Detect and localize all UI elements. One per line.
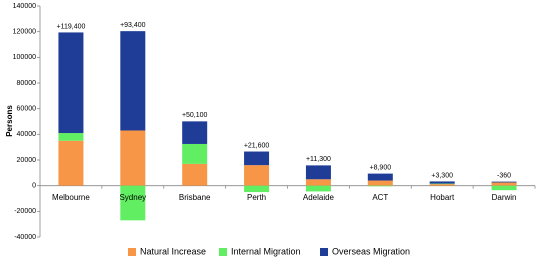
x-tick-label: Perth xyxy=(247,193,266,202)
y-tick-label: 120000 xyxy=(13,29,36,36)
x-tick-label: Darwin xyxy=(492,193,517,202)
total-label: +93,400 xyxy=(120,22,146,29)
y-tick-label: 60000 xyxy=(17,106,37,113)
legend-label: Internal Migration xyxy=(231,246,301,256)
bar-segment xyxy=(120,130,146,186)
bar-segment xyxy=(305,185,331,192)
bar-segment xyxy=(58,133,84,141)
bar-segment xyxy=(429,183,455,185)
total-label: +3,300 xyxy=(431,172,453,179)
legend-swatch xyxy=(128,248,136,256)
x-tick-label: Adelaide xyxy=(303,193,335,202)
bar-segment xyxy=(244,185,270,193)
bar-segment xyxy=(305,179,331,186)
bar-segment xyxy=(367,180,393,186)
bar-segment xyxy=(305,165,331,180)
bar-segment xyxy=(244,151,270,166)
y-tick-label: 20000 xyxy=(17,157,37,164)
legend-label: Overseas Migration xyxy=(332,246,410,256)
total-label: +119,400 xyxy=(57,23,86,30)
bar-segment xyxy=(182,121,208,144)
bar-segment xyxy=(491,181,517,183)
legend-swatch xyxy=(320,248,328,256)
y-tick-label: 140000 xyxy=(13,3,36,10)
y-tick-label: 80000 xyxy=(17,80,37,87)
x-tick-label: Sydney xyxy=(119,193,146,202)
bar-segment xyxy=(429,181,455,184)
bar-segment xyxy=(491,182,517,186)
bar-segment xyxy=(244,165,270,186)
y-axis-label: Persons xyxy=(5,105,14,137)
y-tick-label: 100000 xyxy=(13,54,36,61)
y-tick-label: -20000 xyxy=(14,208,36,215)
x-tick-label: Brisbane xyxy=(179,193,211,202)
bar-segment xyxy=(429,184,455,186)
legend-label: Natural Increase xyxy=(140,246,206,256)
x-tick-label: Hobart xyxy=(430,193,455,202)
total-label: -360 xyxy=(497,172,511,179)
x-tick-label: ACT xyxy=(372,193,388,202)
bar-segment xyxy=(182,163,208,186)
total-label: +8,900 xyxy=(370,164,392,171)
bar-segment xyxy=(367,185,393,187)
bar-segment xyxy=(120,31,146,131)
y-tick-label: 0 xyxy=(32,183,36,190)
legend-swatch xyxy=(219,248,227,256)
y-tick-label: 40000 xyxy=(17,131,37,138)
bar-segment xyxy=(182,143,208,164)
y-tick-label: -40000 xyxy=(14,234,36,241)
bar-segment xyxy=(491,185,517,191)
total-label: +50,100 xyxy=(182,112,208,119)
bar-segment xyxy=(367,173,393,181)
total-label: +21,600 xyxy=(244,142,270,149)
x-tick-label: Melbourne xyxy=(52,193,90,202)
bar-segment xyxy=(58,32,84,134)
bar-segment xyxy=(120,185,146,221)
total-label: +11,300 xyxy=(306,156,331,163)
bar-segment xyxy=(58,140,84,186)
